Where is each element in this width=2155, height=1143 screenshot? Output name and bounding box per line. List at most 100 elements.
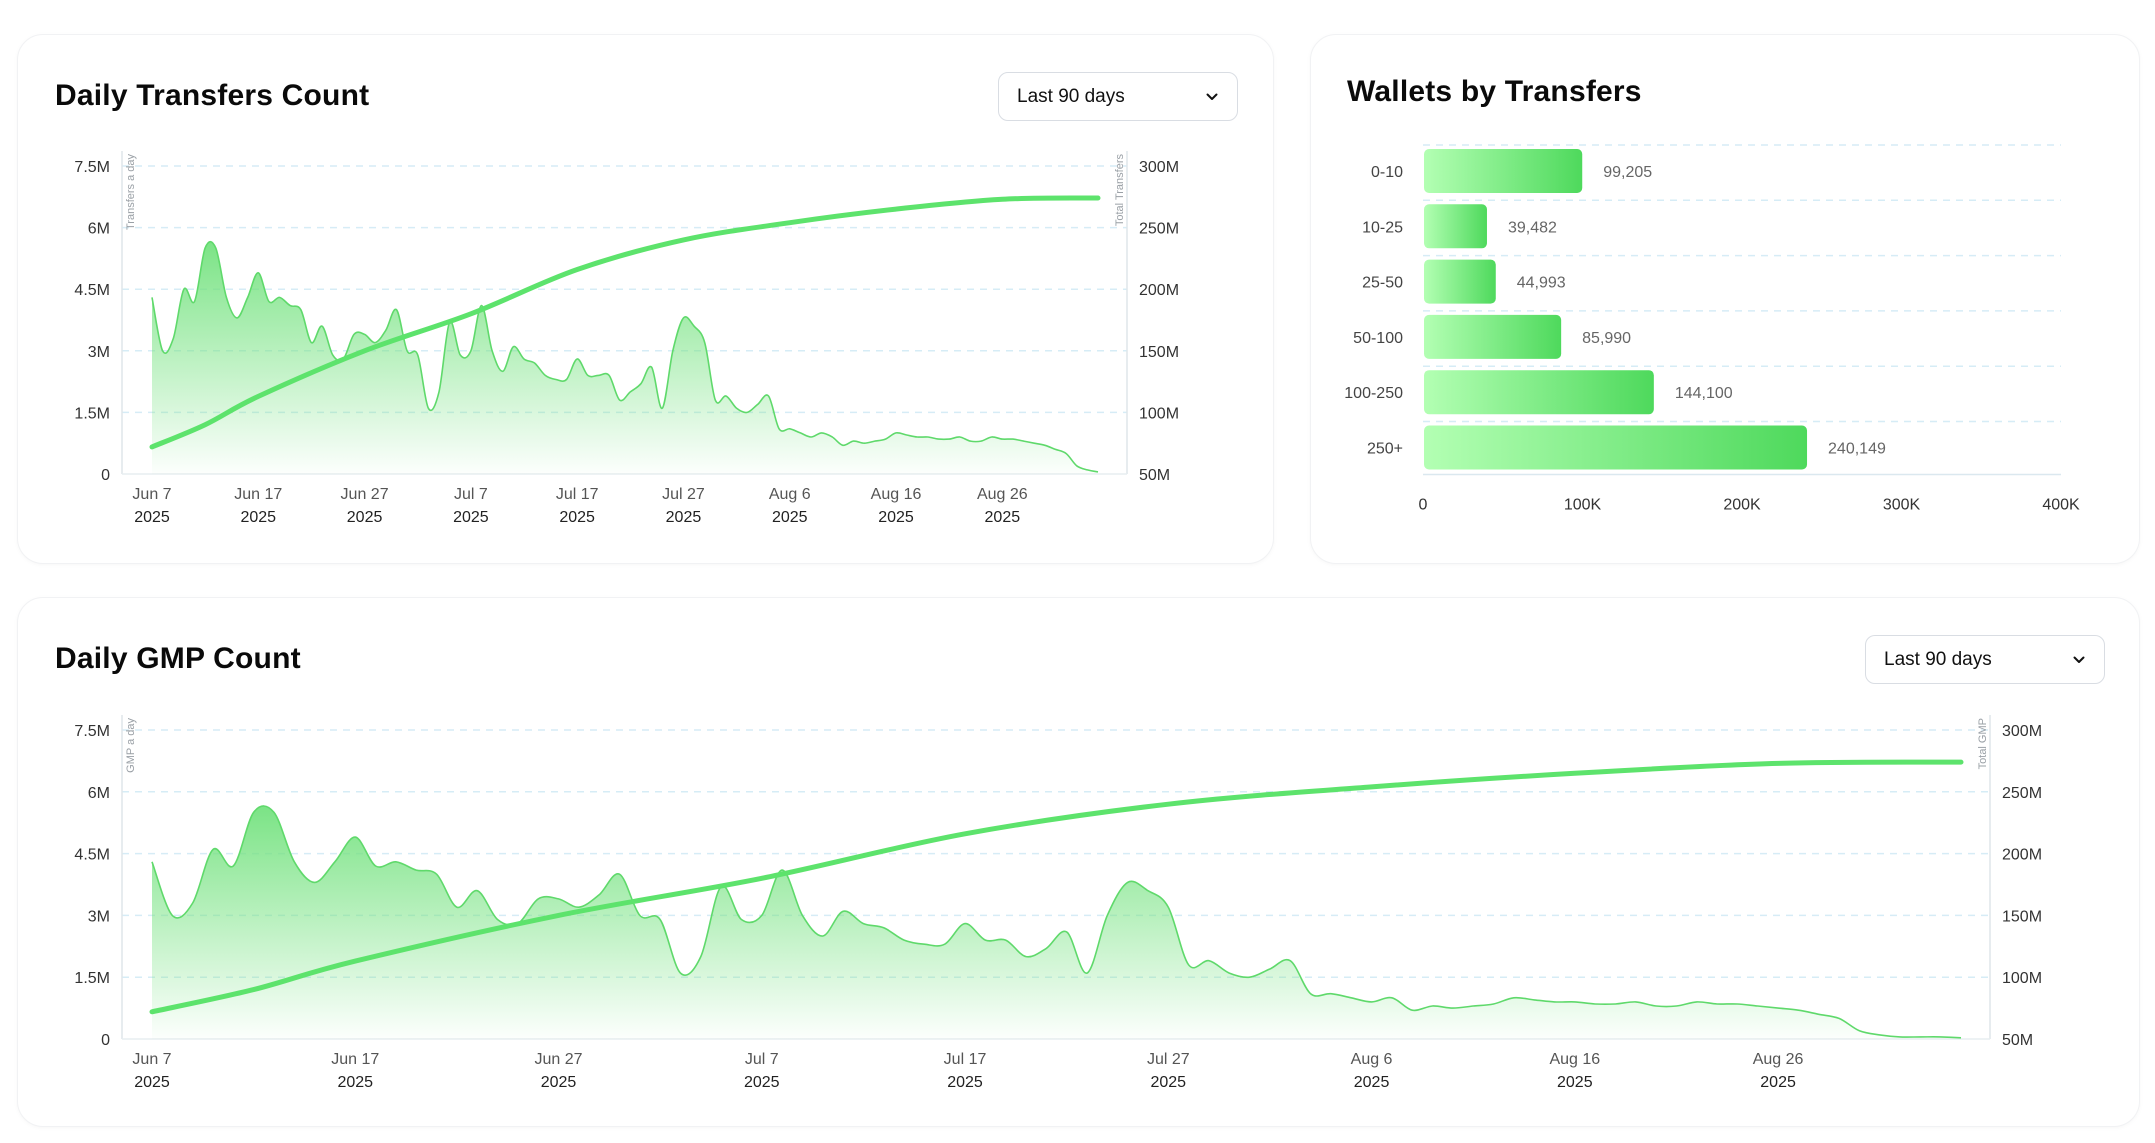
x-tick-label: Jun 27 — [534, 1051, 582, 1068]
y2-tick-label: 200M — [2002, 847, 2042, 864]
bar-value-label: 85,990 — [1582, 330, 1631, 347]
x-tick-label: Aug 6 — [769, 486, 811, 503]
transfers-chart: 0 1.5M 3M 4.5M 6M 7.5M 50M 100M 150M 200M 250M 300M… — [74, 151, 1179, 526]
x-tick-label: Aug 26 — [1753, 1051, 1804, 1068]
y-tick-label: 0 — [101, 1032, 110, 1049]
x-tick-label: Jul 7 — [745, 1051, 779, 1068]
chevron-down-icon — [2072, 653, 2086, 667]
y-tick-label: 4.5M — [74, 847, 110, 864]
x-tick-label: Jun 27 — [341, 486, 389, 503]
y2-tick-label: 50M — [2002, 1032, 2033, 1049]
cumulative-line — [149, 759, 1964, 1015]
y2-tick-label: 100M — [1139, 405, 1179, 422]
y-tick-label: 6M — [88, 221, 110, 238]
y2-axis-title: Total Transfers — [1114, 154, 1126, 227]
x-tick-year: 2025 — [1150, 1074, 1186, 1091]
bar — [1424, 425, 1808, 470]
bar-value-label: 99,205 — [1603, 164, 1652, 181]
x-tick-year: 2025 — [772, 509, 808, 526]
x-tick-label: Aug 26 — [977, 486, 1028, 503]
category-label: 10-25 — [1362, 219, 1403, 236]
bar — [1424, 370, 1654, 415]
x-tick-year: 2025 — [337, 1074, 373, 1091]
category-label: 25-50 — [1362, 275, 1403, 292]
gmp-title: Daily GMP Count — [55, 642, 301, 675]
x-tick-label: Aug 16 — [871, 486, 922, 503]
x-tick-year: 2025 — [134, 509, 170, 526]
y2-tick-label: 150M — [2002, 908, 2042, 925]
x-tick-label: Jul 27 — [662, 486, 705, 503]
y2-tick-label: 250M — [1139, 221, 1179, 238]
y2-tick-label: 200M — [1139, 282, 1179, 299]
x-tick-label: Aug 6 — [1351, 1051, 1393, 1068]
x-tick-year: 2025 — [1760, 1074, 1796, 1091]
x-tick-year: 2025 — [1354, 1074, 1390, 1091]
x-tick-year: 2025 — [1557, 1074, 1593, 1091]
cumulative-line — [149, 195, 1101, 450]
bar-value-label: 39,482 — [1508, 219, 1557, 236]
transfers-range-value: Last 90 days — [1017, 85, 1125, 107]
y-tick-label: 7.5M — [74, 723, 110, 740]
daily-area — [152, 805, 1961, 1039]
x-tick-label: 0 — [1419, 497, 1428, 514]
category-label: 50-100 — [1353, 330, 1403, 347]
transfers-title: Daily Transfers Count — [55, 79, 370, 112]
y2-axis-title: Total GMP — [1977, 718, 1989, 769]
x-tick-year: 2025 — [541, 1074, 577, 1091]
transfers-range-dropdown[interactable]: Last 90 days — [998, 72, 1238, 121]
y-tick-label: 7.5M — [74, 159, 110, 176]
y2-tick-label: 250M — [2002, 785, 2042, 802]
y2-tick-label: 150M — [1139, 344, 1179, 361]
y2-tick-label: 50M — [1139, 467, 1170, 484]
x-tick-label: Aug 16 — [1549, 1051, 1600, 1068]
bar — [1424, 259, 1496, 304]
x-tick-label: Jun 17 — [234, 486, 282, 503]
x-tick-year: 2025 — [347, 509, 383, 526]
x-tick-label: Jul 7 — [454, 486, 488, 503]
bar — [1424, 314, 1562, 359]
x-tick-year: 2025 — [453, 509, 489, 526]
bar-value-label: 144,100 — [1675, 385, 1733, 402]
y2-tick-label: 300M — [1139, 159, 1179, 176]
x-tick-label: 300K — [1883, 497, 1921, 514]
bar-value-label: 44,993 — [1517, 275, 1566, 292]
bar — [1424, 149, 1583, 193]
y-axis-title: Transfers a day — [125, 154, 137, 231]
x-tick-year: 2025 — [134, 1074, 170, 1091]
x-tick-label: Jul 17 — [556, 486, 599, 503]
y-axis-title: GMP a day — [125, 718, 137, 773]
daily-area — [152, 241, 1098, 474]
gmp-range-value: Last 90 days — [1884, 648, 1992, 670]
y-tick-label: 1.5M — [74, 970, 110, 987]
x-tick-year: 2025 — [559, 509, 595, 526]
x-tick-label: Jun 7 — [132, 486, 171, 503]
category-label: 250+ — [1367, 441, 1403, 458]
gmp-chart: 0 1.5M 3M 4.5M 6M 7.5M 50M 100M 150M 200M 250M 300M… — [74, 715, 2042, 1091]
y-tick-label: 3M — [88, 344, 110, 361]
x-tick-year: 2025 — [240, 509, 276, 526]
category-label: 0-10 — [1371, 164, 1403, 181]
daily-line — [151, 240, 1099, 473]
x-tick-label: 200K — [1723, 497, 1761, 514]
x-tick-year: 2025 — [744, 1074, 780, 1091]
y-tick-label: 1.5M — [74, 405, 110, 422]
x-tick-label: 100K — [1564, 497, 1602, 514]
x-tick-label: Jun 17 — [331, 1051, 379, 1068]
x-tick-year: 2025 — [878, 509, 914, 526]
bar — [1424, 204, 1487, 249]
y-tick-label: 6M — [88, 785, 110, 802]
x-tick-label: Jun 7 — [132, 1051, 171, 1068]
wallets-title: Wallets by Transfers — [1347, 75, 1642, 108]
chevron-down-icon — [1205, 90, 1219, 104]
gmp-range-dropdown[interactable]: Last 90 days — [1865, 635, 2105, 684]
x-tick-label: Jul 27 — [1147, 1051, 1190, 1068]
x-tick-label: 400K — [2042, 497, 2080, 514]
y-tick-label: 3M — [88, 908, 110, 925]
x-tick-year: 2025 — [985, 509, 1021, 526]
wallets-chart: 0-10 99,205 10-25 39,482 25-50 44,993 50-100 85… — [1344, 144, 2080, 514]
x-tick-year: 2025 — [947, 1074, 983, 1091]
y-tick-label: 0 — [101, 467, 110, 484]
x-tick-year: 2025 — [666, 509, 702, 526]
daily-line — [151, 805, 1962, 1039]
